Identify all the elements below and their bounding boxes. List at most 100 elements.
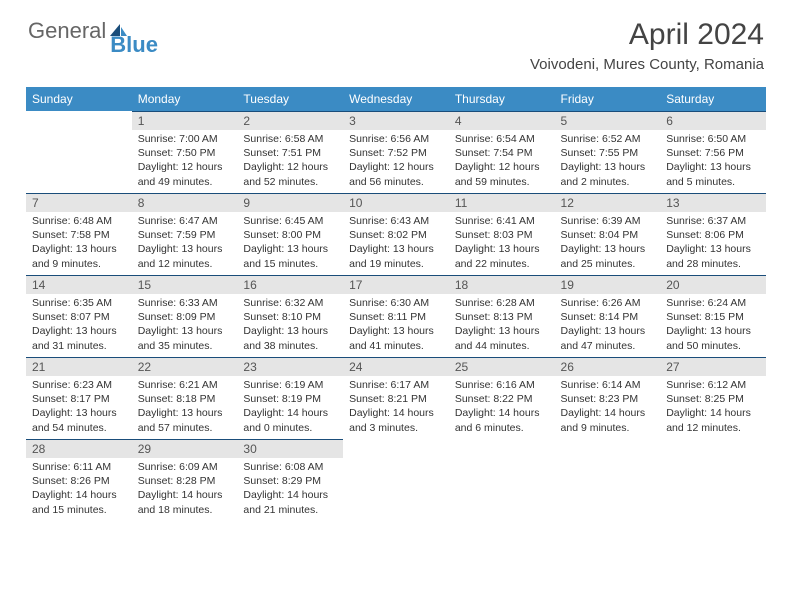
day-number: 28 bbox=[26, 439, 132, 458]
calendar-cell: 2Sunrise: 6:58 AMSunset: 7:51 PMDaylight… bbox=[237, 111, 343, 193]
day-info: Sunrise: 7:00 AMSunset: 7:50 PMDaylight:… bbox=[132, 130, 238, 193]
day-info: Sunrise: 6:32 AMSunset: 8:10 PMDaylight:… bbox=[237, 294, 343, 357]
day-number: 11 bbox=[449, 193, 555, 212]
day-number: 17 bbox=[343, 275, 449, 294]
day-info: Sunrise: 6:35 AMSunset: 8:07 PMDaylight:… bbox=[26, 294, 132, 357]
day-number: 12 bbox=[555, 193, 661, 212]
day-number: 5 bbox=[555, 111, 661, 130]
day-info: Sunrise: 6:26 AMSunset: 8:14 PMDaylight:… bbox=[555, 294, 661, 357]
calendar-cell: 29Sunrise: 6:09 AMSunset: 8:28 PMDayligh… bbox=[132, 439, 238, 521]
calendar-row: 21Sunrise: 6:23 AMSunset: 8:17 PMDayligh… bbox=[26, 357, 766, 439]
day-number: 25 bbox=[449, 357, 555, 376]
day-number: 26 bbox=[555, 357, 661, 376]
day-info: Sunrise: 6:11 AMSunset: 8:26 PMDaylight:… bbox=[26, 458, 132, 521]
day-info: Sunrise: 6:56 AMSunset: 7:52 PMDaylight:… bbox=[343, 130, 449, 193]
day-info: Sunrise: 6:48 AMSunset: 7:58 PMDaylight:… bbox=[26, 212, 132, 275]
calendar-cell: 19Sunrise: 6:26 AMSunset: 8:14 PMDayligh… bbox=[555, 275, 661, 357]
day-number: 1 bbox=[132, 111, 238, 130]
day-info: Sunrise: 6:17 AMSunset: 8:21 PMDaylight:… bbox=[343, 376, 449, 439]
day-info: Sunrise: 6:50 AMSunset: 7:56 PMDaylight:… bbox=[660, 130, 766, 193]
day-number: 13 bbox=[660, 193, 766, 212]
calendar-cell: 18Sunrise: 6:28 AMSunset: 8:13 PMDayligh… bbox=[449, 275, 555, 357]
day-header: Saturday bbox=[660, 87, 766, 111]
calendar-cell: 27Sunrise: 6:12 AMSunset: 8:25 PMDayligh… bbox=[660, 357, 766, 439]
calendar-cell: 26Sunrise: 6:14 AMSunset: 8:23 PMDayligh… bbox=[555, 357, 661, 439]
day-header-row: Sunday Monday Tuesday Wednesday Thursday… bbox=[26, 87, 766, 111]
calendar-cell: 8Sunrise: 6:47 AMSunset: 7:59 PMDaylight… bbox=[132, 193, 238, 275]
day-info: Sunrise: 6:21 AMSunset: 8:18 PMDaylight:… bbox=[132, 376, 238, 439]
day-info: Sunrise: 6:58 AMSunset: 7:51 PMDaylight:… bbox=[237, 130, 343, 193]
day-number: 24 bbox=[343, 357, 449, 376]
day-number: 7 bbox=[26, 193, 132, 212]
day-number: 4 bbox=[449, 111, 555, 130]
calendar-cell: 13Sunrise: 6:37 AMSunset: 8:06 PMDayligh… bbox=[660, 193, 766, 275]
calendar-cell: 7Sunrise: 6:48 AMSunset: 7:58 PMDaylight… bbox=[26, 193, 132, 275]
day-info: Sunrise: 6:52 AMSunset: 7:55 PMDaylight:… bbox=[555, 130, 661, 193]
calendar-row: 7Sunrise: 6:48 AMSunset: 7:58 PMDaylight… bbox=[26, 193, 766, 275]
day-number: 19 bbox=[555, 275, 661, 294]
calendar-cell: 4Sunrise: 6:54 AMSunset: 7:54 PMDaylight… bbox=[449, 111, 555, 193]
day-header: Tuesday bbox=[237, 87, 343, 111]
day-number: 3 bbox=[343, 111, 449, 130]
day-info: Sunrise: 6:24 AMSunset: 8:15 PMDaylight:… bbox=[660, 294, 766, 357]
calendar-cell: 17Sunrise: 6:30 AMSunset: 8:11 PMDayligh… bbox=[343, 275, 449, 357]
calendar-row: 14Sunrise: 6:35 AMSunset: 8:07 PMDayligh… bbox=[26, 275, 766, 357]
day-number: 2 bbox=[237, 111, 343, 130]
calendar-cell: 21Sunrise: 6:23 AMSunset: 8:17 PMDayligh… bbox=[26, 357, 132, 439]
day-info: Sunrise: 6:41 AMSunset: 8:03 PMDaylight:… bbox=[449, 212, 555, 275]
day-info: Sunrise: 6:19 AMSunset: 8:19 PMDaylight:… bbox=[237, 376, 343, 439]
day-info: Sunrise: 6:08 AMSunset: 8:29 PMDaylight:… bbox=[237, 458, 343, 521]
calendar-cell: 12Sunrise: 6:39 AMSunset: 8:04 PMDayligh… bbox=[555, 193, 661, 275]
calendar-cell: 6Sunrise: 6:50 AMSunset: 7:56 PMDaylight… bbox=[660, 111, 766, 193]
day-header: Wednesday bbox=[343, 87, 449, 111]
calendar-cell: 22Sunrise: 6:21 AMSunset: 8:18 PMDayligh… bbox=[132, 357, 238, 439]
calendar-cell bbox=[660, 439, 766, 521]
day-number: 21 bbox=[26, 357, 132, 376]
calendar-cell bbox=[449, 439, 555, 521]
day-info: Sunrise: 6:39 AMSunset: 8:04 PMDaylight:… bbox=[555, 212, 661, 275]
day-info: Sunrise: 6:09 AMSunset: 8:28 PMDaylight:… bbox=[132, 458, 238, 521]
calendar-cell: 24Sunrise: 6:17 AMSunset: 8:21 PMDayligh… bbox=[343, 357, 449, 439]
day-header: Thursday bbox=[449, 87, 555, 111]
calendar-cell: 10Sunrise: 6:43 AMSunset: 8:02 PMDayligh… bbox=[343, 193, 449, 275]
calendar-cell: 20Sunrise: 6:24 AMSunset: 8:15 PMDayligh… bbox=[660, 275, 766, 357]
day-header: Sunday bbox=[26, 87, 132, 111]
logo-text-general: General bbox=[28, 18, 106, 44]
day-number: 14 bbox=[26, 275, 132, 294]
calendar-cell: 1Sunrise: 7:00 AMSunset: 7:50 PMDaylight… bbox=[132, 111, 238, 193]
calendar-cell: 5Sunrise: 6:52 AMSunset: 7:55 PMDaylight… bbox=[555, 111, 661, 193]
day-number: 20 bbox=[660, 275, 766, 294]
calendar-row: 28Sunrise: 6:11 AMSunset: 8:26 PMDayligh… bbox=[26, 439, 766, 521]
calendar-cell: 15Sunrise: 6:33 AMSunset: 8:09 PMDayligh… bbox=[132, 275, 238, 357]
calendar-cell: 23Sunrise: 6:19 AMSunset: 8:19 PMDayligh… bbox=[237, 357, 343, 439]
calendar-table: Sunday Monday Tuesday Wednesday Thursday… bbox=[26, 87, 766, 521]
day-info: Sunrise: 6:23 AMSunset: 8:17 PMDaylight:… bbox=[26, 376, 132, 439]
calendar-cell: 3Sunrise: 6:56 AMSunset: 7:52 PMDaylight… bbox=[343, 111, 449, 193]
calendar-cell: 11Sunrise: 6:41 AMSunset: 8:03 PMDayligh… bbox=[449, 193, 555, 275]
day-number: 22 bbox=[132, 357, 238, 376]
calendar-cell: 28Sunrise: 6:11 AMSunset: 8:26 PMDayligh… bbox=[26, 439, 132, 521]
day-number: 9 bbox=[237, 193, 343, 212]
day-info: Sunrise: 6:47 AMSunset: 7:59 PMDaylight:… bbox=[132, 212, 238, 275]
day-info: Sunrise: 6:16 AMSunset: 8:22 PMDaylight:… bbox=[449, 376, 555, 439]
calendar-cell bbox=[555, 439, 661, 521]
calendar-cell: 16Sunrise: 6:32 AMSunset: 8:10 PMDayligh… bbox=[237, 275, 343, 357]
day-number: 27 bbox=[660, 357, 766, 376]
logo: General Blue bbox=[28, 18, 158, 44]
day-number: 30 bbox=[237, 439, 343, 458]
calendar-cell bbox=[26, 111, 132, 193]
day-info: Sunrise: 6:37 AMSunset: 8:06 PMDaylight:… bbox=[660, 212, 766, 275]
title-block: April 2024 Voivodeni, Mures County, Roma… bbox=[530, 18, 764, 73]
day-info: Sunrise: 6:12 AMSunset: 8:25 PMDaylight:… bbox=[660, 376, 766, 439]
header: General Blue April 2024 Voivodeni, Mures… bbox=[0, 0, 792, 79]
logo-text-blue: Blue bbox=[110, 32, 158, 58]
day-info: Sunrise: 6:30 AMSunset: 8:11 PMDaylight:… bbox=[343, 294, 449, 357]
day-info: Sunrise: 6:28 AMSunset: 8:13 PMDaylight:… bbox=[449, 294, 555, 357]
day-info: Sunrise: 6:54 AMSunset: 7:54 PMDaylight:… bbox=[449, 130, 555, 193]
day-info: Sunrise: 6:14 AMSunset: 8:23 PMDaylight:… bbox=[555, 376, 661, 439]
day-header: Monday bbox=[132, 87, 238, 111]
day-number: 16 bbox=[237, 275, 343, 294]
day-header: Friday bbox=[555, 87, 661, 111]
page-title: April 2024 bbox=[530, 18, 764, 52]
day-number: 29 bbox=[132, 439, 238, 458]
